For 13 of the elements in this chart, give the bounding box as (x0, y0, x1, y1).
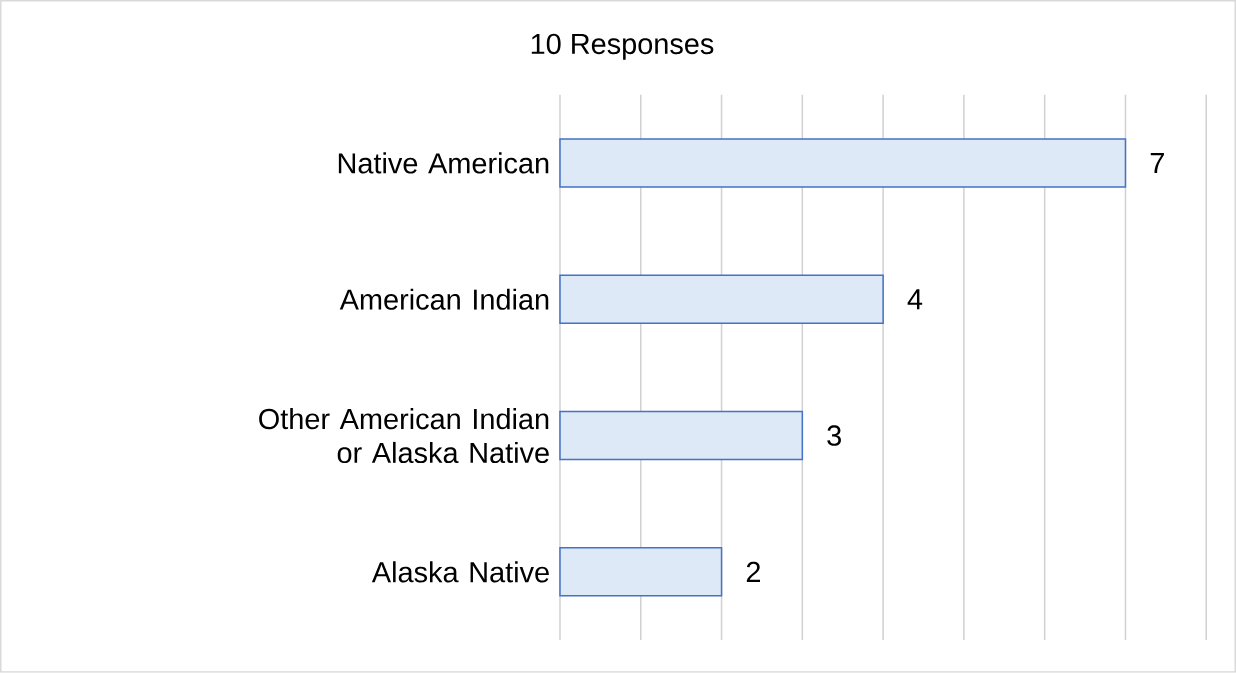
data-label: 2 (746, 561, 760, 583)
y-tick-label: Other American Indian or Alaska Native (259, 408, 549, 464)
bar (559, 138, 1127, 188)
y-tick-label: American Indian (339, 288, 549, 310)
data-label: 3 (827, 425, 841, 446)
chart-title: 10 Responses (531, 33, 714, 60)
bar (559, 410, 804, 461)
y-tick-label: Native American (338, 152, 549, 174)
data-label: 7 (1150, 153, 1164, 173)
bar (559, 547, 723, 597)
data-label: 4 (907, 289, 923, 310)
bar (559, 274, 884, 325)
y-tick-label: Alaska Native (371, 561, 549, 583)
